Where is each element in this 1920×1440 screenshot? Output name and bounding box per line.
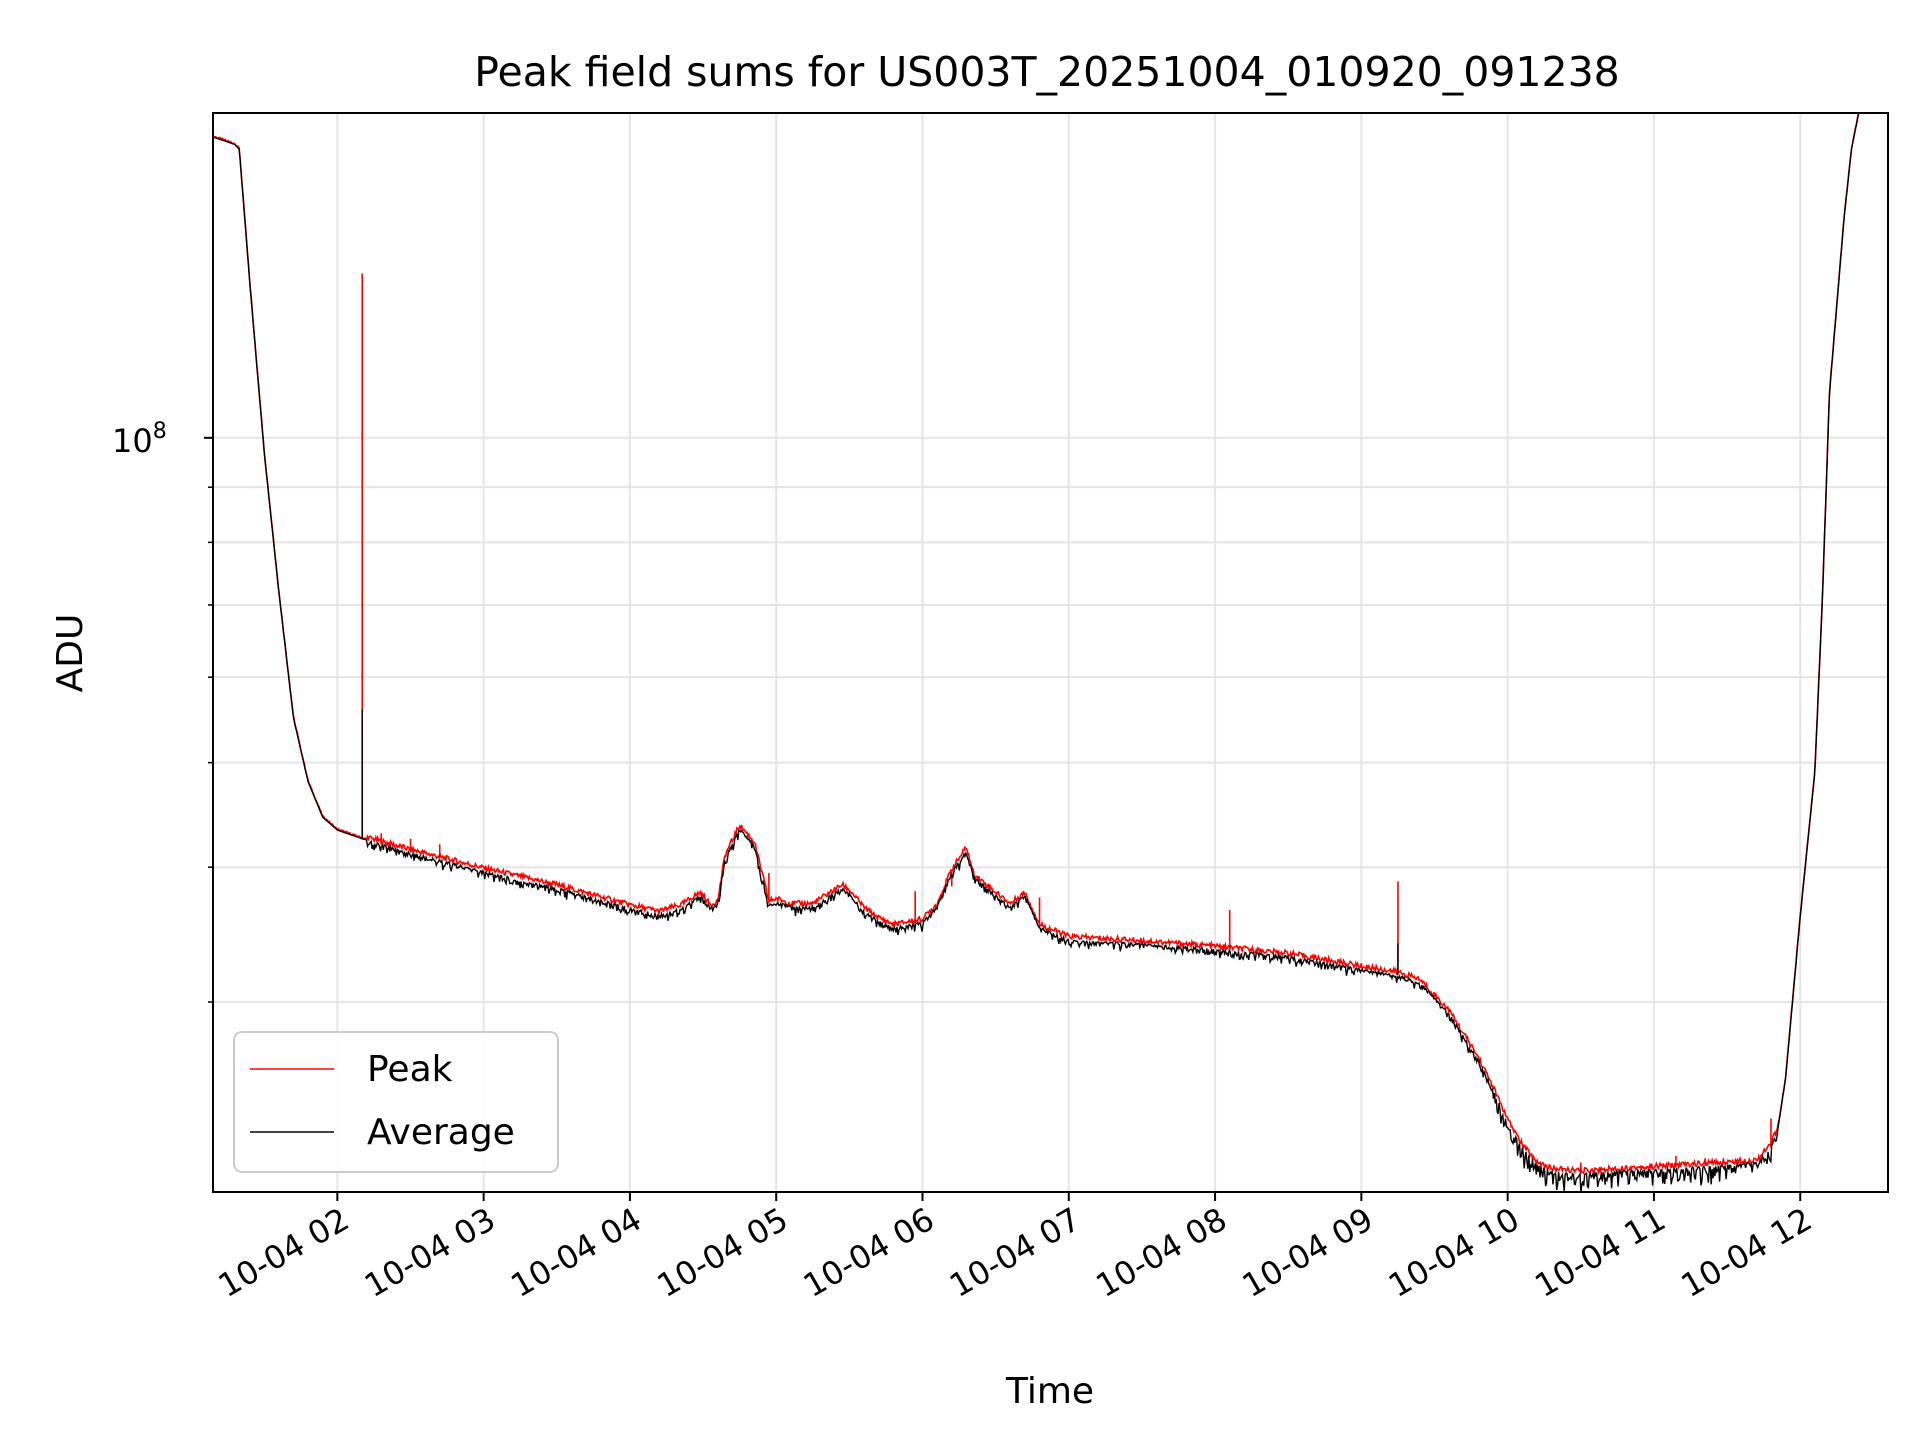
legend-peak-label: Peak <box>367 1049 453 1090</box>
x-axis-label: Time <box>1005 1371 1094 1412</box>
legend: Peak Average <box>234 1032 558 1172</box>
chart-title: Peak field sums for US003T_20251004_0109… <box>474 48 1620 96</box>
y-tick-exponent: 8 <box>153 419 167 444</box>
y-tick-base: 10 <box>112 422 153 460</box>
plot-area <box>213 113 1888 1192</box>
chart: Peak field sums for US003T_20251004_0109… <box>0 0 1920 1440</box>
legend-average-label: Average <box>367 1112 515 1153</box>
y-axis-label: ADU <box>50 614 91 693</box>
